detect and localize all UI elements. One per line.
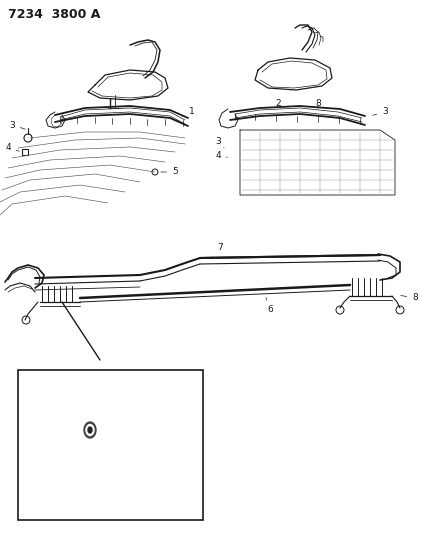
Text: 2: 2 xyxy=(275,99,281,108)
Text: 7: 7 xyxy=(212,244,223,258)
Text: 8: 8 xyxy=(315,99,321,108)
Text: 7234  3800 A: 7234 3800 A xyxy=(8,8,101,21)
Text: 3: 3 xyxy=(215,138,224,148)
Bar xyxy=(18,370,203,520)
Text: 9: 9 xyxy=(108,472,118,482)
Ellipse shape xyxy=(86,424,94,435)
Text: 1: 1 xyxy=(115,378,138,389)
Text: 8: 8 xyxy=(401,294,418,303)
Text: 4: 4 xyxy=(5,143,19,152)
Text: 1: 1 xyxy=(183,108,195,117)
Text: 3: 3 xyxy=(373,108,388,117)
Text: 6: 6 xyxy=(266,297,273,314)
Ellipse shape xyxy=(84,422,96,438)
Bar xyxy=(22,149,28,155)
Text: 4: 4 xyxy=(215,150,227,159)
Text: 5: 5 xyxy=(161,167,178,176)
Text: 6: 6 xyxy=(131,431,148,440)
Ellipse shape xyxy=(88,427,92,433)
Text: 3: 3 xyxy=(9,120,25,130)
